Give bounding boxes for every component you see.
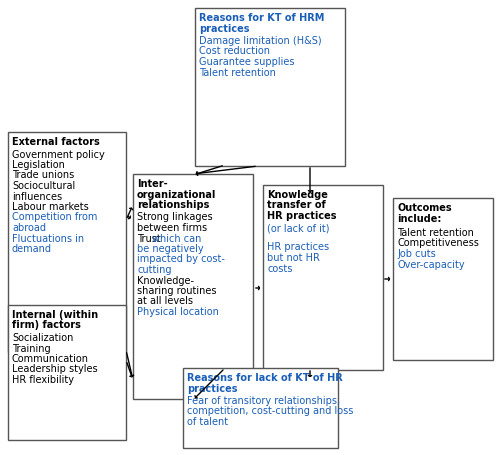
Text: Guarantee supplies: Guarantee supplies bbox=[199, 57, 294, 67]
Text: Communication: Communication bbox=[12, 354, 89, 364]
Bar bbox=[133, 174, 253, 399]
Text: Leadership styles: Leadership styles bbox=[12, 364, 98, 374]
Bar bbox=[8, 305, 126, 440]
Text: of talent: of talent bbox=[187, 417, 228, 427]
Text: competition, cost-cutting and loss: competition, cost-cutting and loss bbox=[187, 406, 354, 416]
Bar bbox=[263, 185, 383, 370]
Text: costs: costs bbox=[267, 263, 292, 273]
Text: Competition from: Competition from bbox=[12, 212, 98, 222]
Text: Reasons for KT of HRM: Reasons for KT of HRM bbox=[199, 13, 324, 23]
Text: transfer of: transfer of bbox=[267, 201, 326, 211]
Text: demand: demand bbox=[12, 244, 52, 254]
Text: sharing routines: sharing routines bbox=[137, 286, 216, 296]
Text: Government policy: Government policy bbox=[12, 150, 105, 160]
Text: Internal (within: Internal (within bbox=[12, 310, 98, 320]
Text: Trade unions: Trade unions bbox=[12, 171, 74, 181]
Text: Training: Training bbox=[12, 344, 51, 354]
Text: Legislation: Legislation bbox=[12, 160, 65, 170]
Bar bbox=[393, 198, 493, 360]
Text: which can: which can bbox=[152, 233, 201, 243]
Text: influences: influences bbox=[12, 192, 62, 202]
Bar bbox=[183, 368, 338, 448]
Text: impacted by cost-: impacted by cost- bbox=[137, 254, 225, 264]
Text: Talent retention: Talent retention bbox=[397, 228, 474, 238]
Text: Damage limitation (H&S): Damage limitation (H&S) bbox=[199, 36, 322, 46]
Text: Fluctuations in: Fluctuations in bbox=[12, 233, 84, 243]
Text: Strong linkages: Strong linkages bbox=[137, 212, 212, 222]
Text: HR practices: HR practices bbox=[267, 211, 336, 221]
Text: abroad: abroad bbox=[12, 223, 46, 233]
Text: at all levels: at all levels bbox=[137, 297, 193, 307]
Text: (or lack of it): (or lack of it) bbox=[267, 223, 330, 233]
Text: HR practices: HR practices bbox=[267, 243, 329, 253]
Text: Cost reduction: Cost reduction bbox=[199, 46, 270, 56]
Text: Labour markets: Labour markets bbox=[12, 202, 89, 212]
Text: Trust: Trust bbox=[137, 233, 164, 243]
Text: Competitiveness: Competitiveness bbox=[397, 238, 479, 248]
Text: HR flexibility: HR flexibility bbox=[12, 375, 74, 385]
Text: Talent retention: Talent retention bbox=[199, 67, 276, 77]
Text: Inter-: Inter- bbox=[137, 179, 168, 189]
Text: practices: practices bbox=[187, 384, 238, 394]
Text: Over-capacity: Over-capacity bbox=[397, 259, 464, 269]
Text: Sociocultural: Sociocultural bbox=[12, 181, 75, 191]
Text: Socialization: Socialization bbox=[12, 333, 74, 343]
Text: External factors: External factors bbox=[12, 137, 100, 147]
Text: Job cuts: Job cuts bbox=[397, 249, 436, 259]
Text: Physical location: Physical location bbox=[137, 307, 219, 317]
Text: organizational: organizational bbox=[137, 189, 216, 199]
Text: Outcomes: Outcomes bbox=[397, 203, 452, 213]
Text: firm) factors: firm) factors bbox=[12, 320, 81, 330]
Text: Reasons for lack of KT of HR: Reasons for lack of KT of HR bbox=[187, 373, 343, 383]
Text: include:: include: bbox=[397, 213, 442, 223]
Text: practices: practices bbox=[199, 24, 250, 34]
Text: between firms: between firms bbox=[137, 223, 207, 233]
Text: Knowledge-: Knowledge- bbox=[137, 275, 194, 285]
Text: be negatively: be negatively bbox=[137, 244, 203, 254]
Text: Fear of transitory relationships,: Fear of transitory relationships, bbox=[187, 396, 340, 406]
Bar bbox=[195, 8, 345, 166]
Bar bbox=[8, 132, 126, 352]
Text: Knowledge: Knowledge bbox=[267, 190, 328, 200]
Text: but not HR: but not HR bbox=[267, 253, 320, 263]
Text: relationships: relationships bbox=[137, 200, 210, 210]
Text: cutting: cutting bbox=[137, 265, 172, 275]
